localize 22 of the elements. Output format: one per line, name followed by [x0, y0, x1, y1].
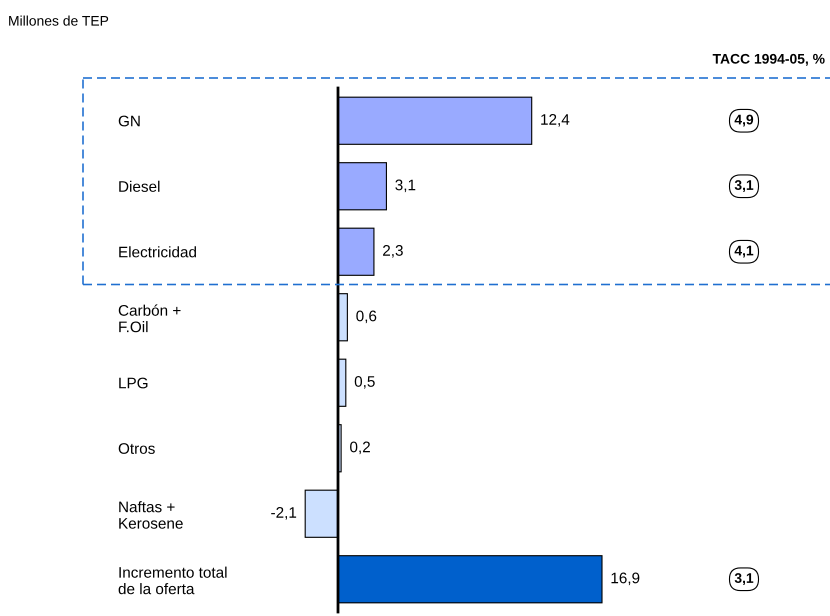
data-label: 2,3 — [383, 245, 403, 258]
y-tick-label: GN — [118, 116, 140, 126]
text: 3,1 — [734, 180, 754, 192]
data-label: 12,4 — [541, 114, 570, 127]
data-label: 0,6 — [356, 310, 376, 324]
data-label: -2,1 — [271, 507, 296, 520]
text: 4,9 — [734, 114, 754, 126]
text: 4,1 — [734, 246, 754, 258]
text: TACC 1994-05, % — [712, 54, 825, 66]
y-tick-label: Diesel — [119, 180, 160, 192]
text: Millones de TEP — [9, 16, 108, 26]
data-label: 3,1 — [395, 180, 416, 192]
y-tick-label: Carbón + F.Oil — [118, 304, 181, 332]
data-label: 0,2 — [350, 442, 370, 454]
data-label: 16,9 — [612, 572, 640, 586]
text: 3,1 — [734, 573, 754, 585]
y-tick-label: LPG — [119, 378, 148, 388]
data-label: 0,5 — [354, 376, 375, 389]
y-tick-label: Incremento total de la oferta — [118, 566, 227, 594]
y-tick-label: Otros — [118, 443, 155, 454]
y-tick-label: Electricidad — [119, 246, 196, 258]
y-tick-label: Naftas + Kerosene — [119, 501, 183, 529]
